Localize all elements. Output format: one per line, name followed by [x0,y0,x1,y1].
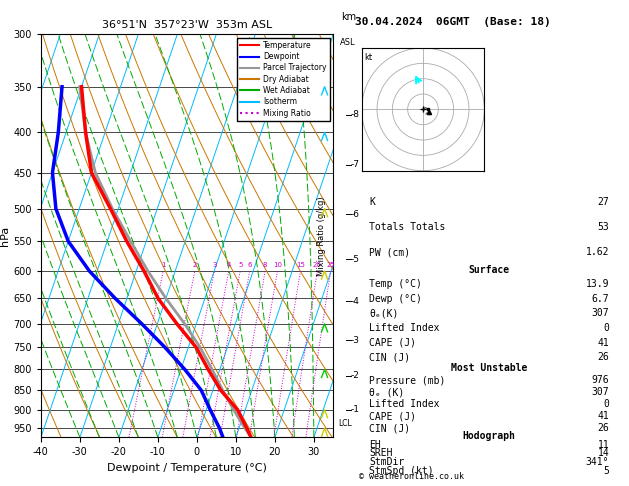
Text: 0: 0 [603,323,609,333]
Text: -6: -6 [351,209,360,219]
Text: Most Unstable: Most Unstable [451,363,527,373]
Text: Surface: Surface [469,265,509,275]
Text: Pressure (mb): Pressure (mb) [369,375,445,385]
Text: Lifted Index: Lifted Index [369,399,440,409]
Text: 26: 26 [598,352,609,362]
Text: Lifted Index: Lifted Index [369,323,440,333]
Text: 8: 8 [263,262,267,268]
Legend: Temperature, Dewpoint, Parcel Trajectory, Dry Adiabat, Wet Adiabat, Isotherm, Mi: Temperature, Dewpoint, Parcel Trajectory… [237,38,330,121]
Text: 2: 2 [192,262,197,268]
Text: 5: 5 [238,262,242,268]
Text: 30.04.2024  06GMT  (Base: 18): 30.04.2024 06GMT (Base: 18) [355,17,551,27]
Text: CIN (J): CIN (J) [369,423,410,433]
Text: 41: 41 [598,338,609,347]
Text: -3: -3 [351,336,360,345]
Text: SREH: SREH [369,449,392,458]
Text: 307: 307 [591,309,609,318]
Text: 4: 4 [226,262,231,268]
Text: -8: -8 [351,110,360,120]
Text: CIN (J): CIN (J) [369,352,410,362]
Text: 976: 976 [591,375,609,385]
Text: 53: 53 [598,222,609,232]
Text: Mixing Ratio (g/kg): Mixing Ratio (g/kg) [317,196,326,276]
Text: CAPE (J): CAPE (J) [369,411,416,421]
Text: Temp (°C): Temp (°C) [369,279,422,289]
Text: PW (cm): PW (cm) [369,247,410,257]
Text: 5: 5 [603,466,609,476]
Text: 13.9: 13.9 [586,279,609,289]
Text: CAPE (J): CAPE (J) [369,338,416,347]
Text: 1: 1 [161,262,165,268]
Text: Dewp (°C): Dewp (°C) [369,294,422,304]
Text: 6.7: 6.7 [591,294,609,304]
Text: 1.62: 1.62 [586,247,609,257]
Text: -7: -7 [351,160,360,170]
Text: 0: 0 [603,399,609,409]
Text: 14: 14 [598,449,609,458]
Y-axis label: hPa: hPa [1,226,11,246]
Text: EH: EH [369,440,381,450]
Text: 26: 26 [598,423,609,433]
Text: StmSpd (kt): StmSpd (kt) [369,466,433,476]
Text: θₑ (K): θₑ (K) [369,387,404,397]
Text: 41: 41 [598,411,609,421]
Text: -4: -4 [351,296,360,306]
Text: 11: 11 [598,440,609,450]
X-axis label: Dewpoint / Temperature (°C): Dewpoint / Temperature (°C) [107,463,267,473]
Text: km: km [341,12,356,22]
Text: StmDir: StmDir [369,457,404,467]
Title: 36°51'N  357°23'W  353m ASL: 36°51'N 357°23'W 353m ASL [102,20,272,31]
Text: 6: 6 [247,262,252,268]
Text: ASL: ASL [340,38,356,47]
Text: 25: 25 [326,262,335,268]
Text: -1: -1 [351,405,360,414]
Text: 341°: 341° [586,457,609,467]
Text: 3: 3 [212,262,216,268]
Text: 10: 10 [273,262,282,268]
Text: θₑ(K): θₑ(K) [369,309,398,318]
Text: kt: kt [365,52,373,62]
Text: LCL: LCL [338,418,352,428]
Text: 307: 307 [591,387,609,397]
Text: Totals Totals: Totals Totals [369,222,445,232]
Text: 15: 15 [296,262,305,268]
Text: -5: -5 [351,255,360,264]
Text: 20: 20 [313,262,322,268]
Text: 27: 27 [598,197,609,207]
Text: -2: -2 [351,371,360,380]
Text: Hodograph: Hodograph [462,431,516,441]
Text: K: K [369,197,375,207]
Text: © weatheronline.co.uk: © weatheronline.co.uk [359,472,464,481]
